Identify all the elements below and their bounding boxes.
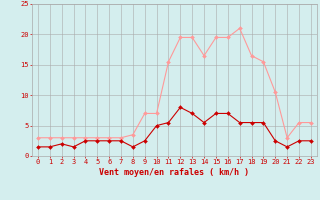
- X-axis label: Vent moyen/en rafales ( km/h ): Vent moyen/en rafales ( km/h ): [100, 168, 249, 177]
